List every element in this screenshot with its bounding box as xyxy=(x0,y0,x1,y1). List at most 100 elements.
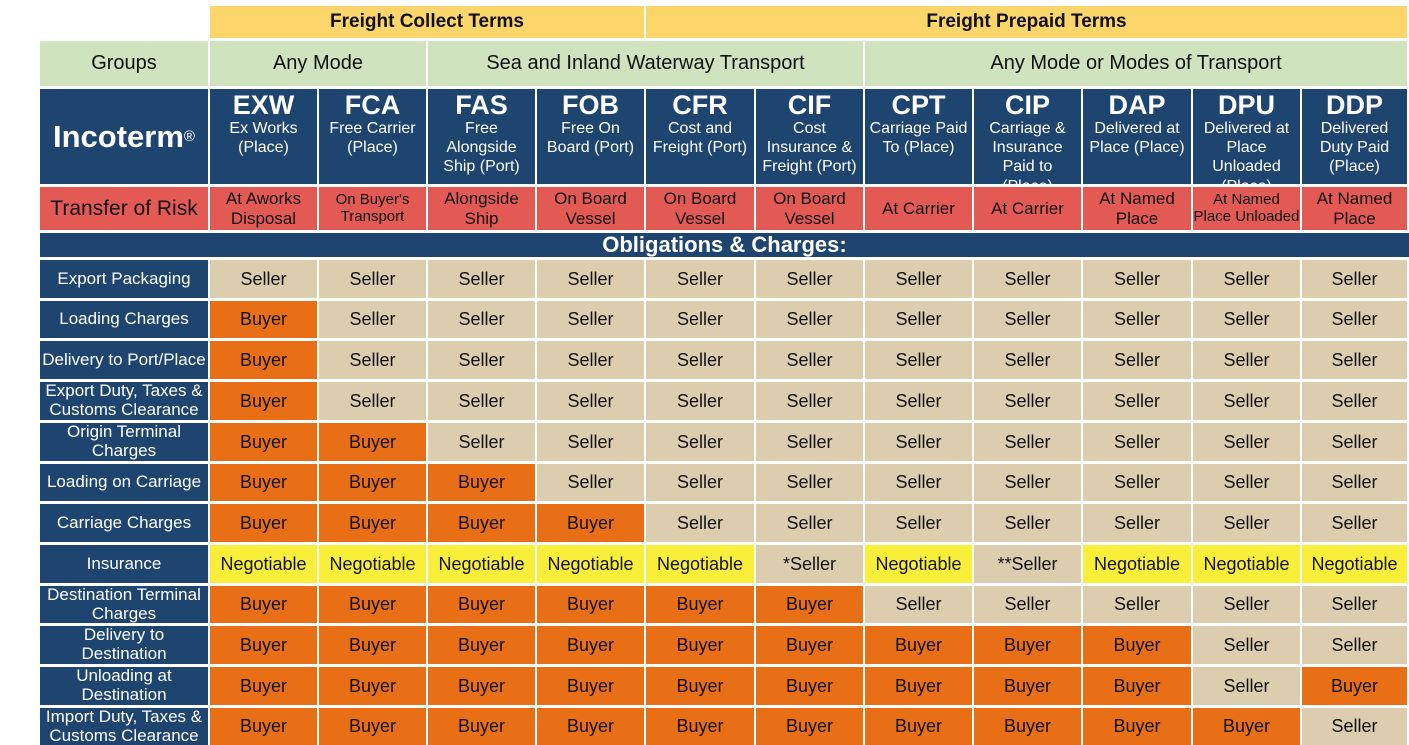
obligation-cell-ddp: Buyer xyxy=(1302,667,1407,705)
obligation-party: Seller xyxy=(458,349,505,370)
obligation-cell-fas: Buyer xyxy=(428,586,535,623)
obligation-party: Buyer xyxy=(785,634,834,655)
obligation-party: **Seller xyxy=(997,553,1058,574)
obligation-party: Buyer xyxy=(676,634,724,655)
obligation-party: Buyer xyxy=(348,512,397,533)
incoterm-header: Incoterm ® xyxy=(40,89,208,184)
obligation-cell-fob: Seller xyxy=(537,260,644,298)
obligation-party: Seller xyxy=(458,390,505,411)
obligation-party: Seller xyxy=(895,472,942,492)
obligation-party: Seller xyxy=(458,431,505,452)
risk-point-fas: Alongside Ship xyxy=(428,187,535,230)
obligation-party: Seller xyxy=(458,309,505,329)
obligation-party: Seller xyxy=(1004,390,1051,411)
obligation-party: Buyer xyxy=(566,716,615,736)
obligation-cell-cpt: Seller xyxy=(865,260,972,298)
obligation-party: Seller xyxy=(786,472,833,492)
obligation-cell-cip: Seller xyxy=(974,301,1081,338)
term-group-freight-prepaid-terms: Freight Prepaid Terms xyxy=(646,6,1407,38)
obligation-cell-fas: Seller xyxy=(428,423,535,461)
obligation-party: Seller xyxy=(458,268,505,289)
obligation-row-label: Unloading at Destination xyxy=(40,667,208,705)
obligation-party: Seller xyxy=(895,390,942,411)
obligation-party: Buyer xyxy=(457,512,506,533)
obligation-party: Seller xyxy=(1004,268,1051,289)
obligation-cell-fas: Seller xyxy=(428,341,535,379)
obligation-party: Seller xyxy=(349,390,396,411)
obligation-cell-cpt: Buyer xyxy=(865,667,972,705)
obligation-party: Seller xyxy=(1331,390,1378,411)
obligation-cell-cpt: Seller xyxy=(865,301,972,338)
obligations-section-header: Obligations & Charges: xyxy=(40,233,1409,257)
obligation-cell-ddp: Seller xyxy=(1302,504,1407,542)
obligation-row-label: Destination Terminal Charges xyxy=(40,586,208,623)
risk-point-exw: At Aworks Disposal xyxy=(210,187,317,230)
obligation-party: Seller xyxy=(1331,716,1378,736)
obligation-cell-cif: Buyer xyxy=(756,586,863,623)
obligation-label-text: Export Duty, Taxes & Customs Clearance xyxy=(45,382,203,419)
registered-mark: ® xyxy=(183,128,195,145)
term-header-fob: FOB Free On Board (Port) xyxy=(537,89,644,184)
mode-group-any-mode-or-modes-of-transport: Any Mode or Modes of Transport xyxy=(865,41,1407,86)
obligation-party: Seller xyxy=(786,512,833,533)
obligation-party: Buyer xyxy=(1113,675,1161,696)
obligation-label-text: Import Duty, Taxes & Customs Clearance xyxy=(45,708,203,745)
obligation-party: Buyer xyxy=(239,431,288,452)
obligation-row-label: Carriage Charges xyxy=(40,504,208,542)
obligation-cell-cip: Seller xyxy=(974,504,1081,542)
obligation-party: Seller xyxy=(349,268,396,289)
obligation-party: Negotiable xyxy=(329,553,416,574)
obligation-party: Seller xyxy=(1113,349,1161,370)
obligation-party: Seller xyxy=(1004,512,1051,533)
mode-group-sea-and-inland-waterway-transport: Sea and Inland Waterway Transport xyxy=(428,41,863,86)
obligation-cell-fas: Buyer xyxy=(428,464,535,501)
obligation-cell-fas: Seller xyxy=(428,260,535,298)
groups-header: Groups xyxy=(40,41,208,86)
risk-point-text: On Board Vessel xyxy=(773,189,846,228)
obligation-party: Seller xyxy=(1113,472,1161,492)
obligation-party: Seller xyxy=(1004,594,1051,614)
obligation-cell-ddp: Seller xyxy=(1302,341,1407,379)
obligation-cell-fca: Buyer xyxy=(319,708,426,745)
obligation-party: Seller xyxy=(676,431,724,452)
term-group-label: Freight Collect Terms xyxy=(330,11,524,32)
obligation-cell-dap: Buyer xyxy=(1083,708,1191,745)
obligation-party: Buyer xyxy=(1222,716,1271,736)
obligation-party: Seller xyxy=(1004,431,1051,452)
obligation-cell-dpu: Seller xyxy=(1193,626,1300,664)
obligation-cell-cif: Seller xyxy=(756,260,863,298)
risk-point-text: Alongside Ship xyxy=(444,189,519,228)
obligation-party: Negotiable xyxy=(1093,553,1181,574)
obligation-cell-fca: Seller xyxy=(319,382,426,420)
term-description: Free On Board (Port) xyxy=(546,120,635,157)
obligation-cell-fca: Buyer xyxy=(319,423,426,461)
obligation-party: Seller xyxy=(895,268,942,289)
obligation-cell-cip: Seller xyxy=(974,260,1081,298)
obligation-cell-fca: Seller xyxy=(319,301,426,338)
obligation-party: Negotiable xyxy=(875,553,962,574)
obligation-party: Seller xyxy=(567,309,614,329)
obligation-cell-fob: Seller xyxy=(537,382,644,420)
obligation-row-label: Insurance xyxy=(40,545,208,583)
obligation-party: Buyer xyxy=(1113,716,1161,736)
obligation-cell-fas: Seller xyxy=(428,382,535,420)
obligation-party: Buyer xyxy=(457,594,506,614)
obligation-cell-cfr: Seller xyxy=(646,504,754,542)
obligation-party: Buyer xyxy=(457,716,506,736)
obligation-cell-fob: Seller xyxy=(537,423,644,461)
obligation-cell-ddp: Seller xyxy=(1302,382,1407,420)
obligation-party: Seller xyxy=(1331,349,1378,370)
risk-point-text: At Named Place Unloaded xyxy=(1193,190,1300,225)
obligation-cell-exw: Buyer xyxy=(210,423,317,461)
obligation-party: Buyer xyxy=(239,349,288,370)
obligation-party: Buyer xyxy=(785,716,834,736)
obligation-label-text: Unloading at Destination xyxy=(76,667,172,704)
obligation-cell-fca: Buyer xyxy=(319,586,426,623)
obligation-cell-fob: Buyer xyxy=(537,626,644,664)
obligation-label-text: Origin Terminal Charges xyxy=(66,423,181,460)
obligation-cell-fca: Buyer xyxy=(319,667,426,705)
obligation-party: Buyer xyxy=(239,594,288,614)
obligation-party: Seller xyxy=(676,512,724,533)
obligation-cell-fas: Buyer xyxy=(428,708,535,745)
obligation-party: Seller xyxy=(567,472,614,492)
